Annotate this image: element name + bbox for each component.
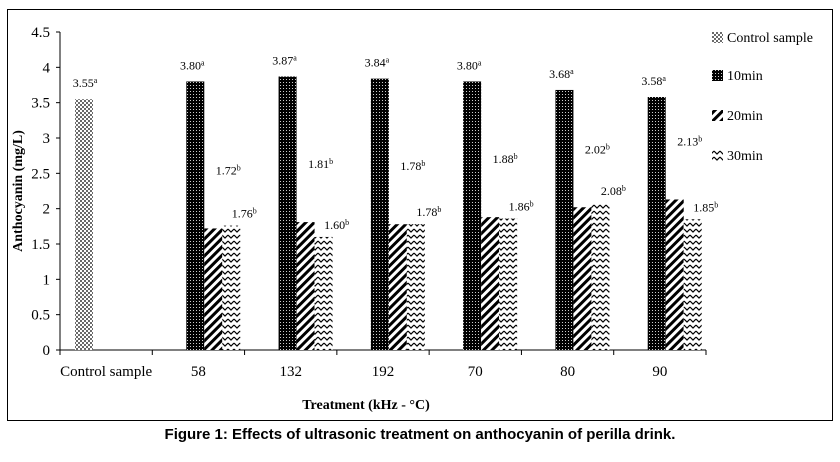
bar xyxy=(591,203,610,350)
data-label: 1.72b xyxy=(216,163,241,177)
bar xyxy=(665,199,684,350)
bar xyxy=(370,78,389,350)
bar xyxy=(647,97,666,350)
data-label: 1.78b xyxy=(400,159,425,173)
x-ticks: Control sample 58 132 192 70 80 90 xyxy=(59,350,707,380)
bar xyxy=(555,89,574,351)
bar xyxy=(463,81,482,350)
y-tick-label: 2.5 xyxy=(31,166,50,182)
bar xyxy=(296,222,315,350)
x-tick-label: 132 xyxy=(279,364,302,380)
bar xyxy=(278,76,297,351)
bar xyxy=(204,228,223,350)
legend-swatch xyxy=(712,110,723,121)
bar xyxy=(388,224,407,350)
chart-frame xyxy=(7,9,833,421)
legend-swatch xyxy=(712,70,723,81)
bar xyxy=(186,81,205,350)
y-tick-label: 3 xyxy=(43,131,51,147)
y-tick-label: 3.5 xyxy=(31,96,50,112)
data-label: 3.87a xyxy=(272,54,297,68)
bar xyxy=(499,218,518,350)
data-label: 1.81b xyxy=(308,157,333,171)
bar-labels: 3.55a 3.80a 3.87a 3.84a 3.80a 3.68a 3.58a 1.72b… xyxy=(73,54,718,232)
x-tick-label: Control sample xyxy=(60,364,152,380)
data-label: 3.84a xyxy=(365,56,390,70)
bar-chart: 0 0.5 1 1.5 2 2.5 3 3.5 4 4.5 Control sample 58 132… xyxy=(11,25,813,413)
bar xyxy=(75,99,93,350)
x-tick-label: 58 xyxy=(191,364,206,380)
data-label: 1.88b xyxy=(493,152,518,166)
data-label: 3.80a xyxy=(180,58,205,72)
bar xyxy=(683,219,702,350)
y-tick-label: 1.5 xyxy=(31,237,50,253)
x-axis-title: Treatment (kHz - °C) xyxy=(302,398,430,413)
data-label: 2.02b xyxy=(585,142,610,156)
bars xyxy=(75,76,702,351)
legend-label: 20min xyxy=(727,109,763,124)
legend-label: Control sample xyxy=(727,31,813,46)
y-axis-title: Anthocyanin (mg/L) xyxy=(11,130,26,252)
legend-swatch xyxy=(712,32,723,43)
data-label: 3.80a xyxy=(457,58,482,72)
data-label: 2.13b xyxy=(677,134,702,148)
y-tick-label: 0 xyxy=(43,343,51,359)
y-tick-label: 2 xyxy=(43,202,51,218)
legend-label: 10min xyxy=(727,69,763,84)
x-tick-label: 90 xyxy=(652,364,667,380)
legend-label: 30min xyxy=(727,149,763,164)
data-label: 1.85b xyxy=(693,200,718,214)
bar xyxy=(222,225,241,350)
data-label: 1.60b xyxy=(324,218,349,232)
figure-caption: Figure 1: Effects of ultrasonic treatmen… xyxy=(164,426,676,443)
data-label: 3.58a xyxy=(641,74,666,88)
y-tick-label: 0.5 xyxy=(31,308,50,324)
legend: Control sample 10min 20min 30min xyxy=(712,31,813,164)
y-tick-label: 4.5 xyxy=(31,25,50,41)
legend-swatch xyxy=(712,150,723,161)
data-label: 1.76b xyxy=(232,207,257,221)
x-tick-label: 70 xyxy=(468,364,483,380)
data-label: 1.78b xyxy=(416,205,441,219)
y-ticks: 0 0.5 1 1.5 2 2.5 3 3.5 4 4.5 xyxy=(31,25,60,359)
data-label: 3.68a xyxy=(549,67,574,81)
data-label: 3.55a xyxy=(73,76,98,90)
bar xyxy=(481,217,500,350)
x-tick-label: 192 xyxy=(372,364,395,380)
bar xyxy=(314,236,333,350)
bar xyxy=(406,224,425,350)
data-label: 2.08b xyxy=(601,184,626,198)
x-tick-label: 80 xyxy=(560,364,575,380)
y-tick-label: 4 xyxy=(43,60,51,76)
data-label: 1.86b xyxy=(509,200,534,214)
y-tick-label: 1 xyxy=(43,272,51,288)
bar xyxy=(573,207,592,350)
